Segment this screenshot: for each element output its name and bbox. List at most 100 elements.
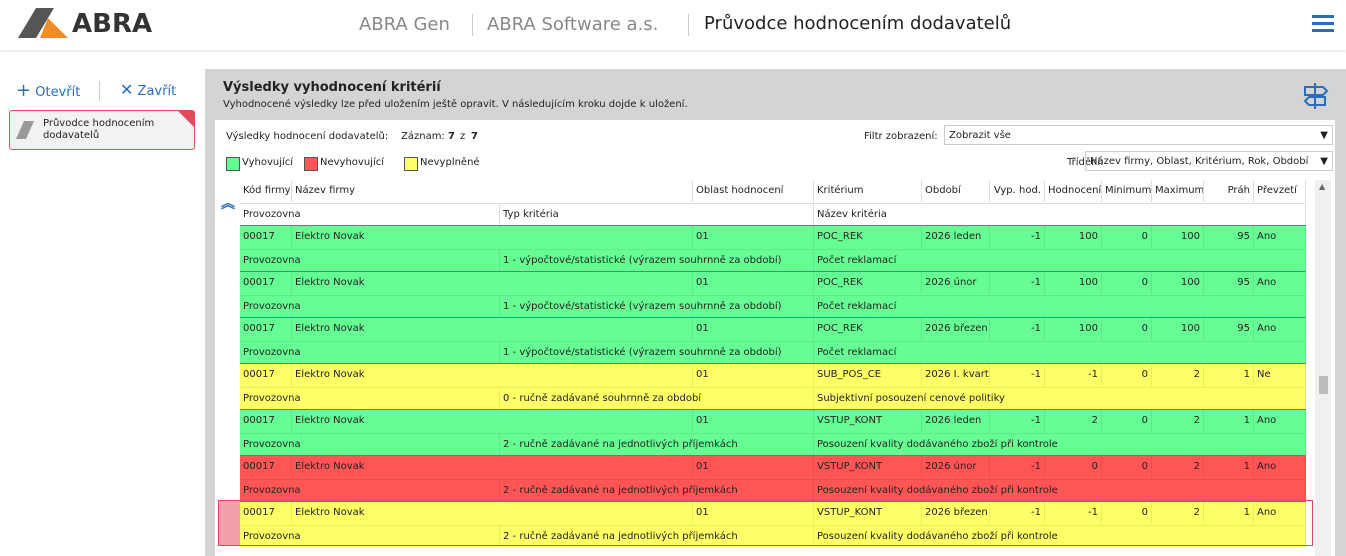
table-row[interactable] — [240, 455, 1306, 501]
table-cell: Elektro Novak — [292, 272, 693, 294]
logo-icon — [18, 8, 68, 38]
company: ABRA Software a.s. — [487, 14, 659, 35]
table-cell: 2 — [1152, 364, 1204, 386]
page-title: Průvodce hodnocením dodavatelů — [704, 13, 1012, 34]
filter-value: Zobrazit vše — [949, 130, 1011, 141]
table-cell: 00017 — [240, 226, 292, 248]
table-cell: -1 — [990, 502, 1045, 524]
table-cell: -1 — [990, 272, 1045, 294]
table-cell: Počet reklamací — [814, 295, 1306, 317]
scrollbar[interactable]: ▲ — [1315, 180, 1331, 556]
column-header[interactable]: Období — [922, 180, 990, 202]
table-cell: Počet reklamací — [814, 341, 1306, 363]
table-cell: 100 — [1152, 272, 1204, 294]
table-cell: -1 — [990, 410, 1045, 432]
column-header[interactable]: Kód firmy — [240, 180, 292, 202]
table-cell: Posouzení kvality dodávaného zboží při k… — [814, 433, 1306, 455]
table-cell: 0 — [1102, 318, 1152, 340]
table-cell: Elektro Novak — [292, 456, 693, 478]
legend-swatch — [304, 157, 318, 171]
table-cell: Ne — [1254, 364, 1306, 386]
table-cell: 01 — [693, 318, 814, 340]
filter-dropdown[interactable]: Zobrazit vše ▼ — [944, 125, 1333, 145]
column-header[interactable]: Kritérium — [814, 180, 922, 202]
table-cell: Elektro Novak — [292, 364, 693, 386]
table-cell: 0 — [1102, 226, 1152, 248]
column-header[interactable]: Maximum — [1152, 180, 1204, 202]
table-cell: Elektro Novak — [292, 410, 693, 432]
open-button[interactable]: + Otevřít — [16, 80, 81, 101]
table-row[interactable] — [240, 501, 1306, 547]
table-row[interactable] — [240, 271, 1306, 317]
table-cell: 2026 leden — [922, 410, 990, 432]
table-cell: 0 — [1102, 502, 1152, 524]
table-cell: -1 — [1045, 502, 1102, 524]
table-cell: 100 — [1045, 318, 1102, 340]
table-cell: Počet reklamací — [814, 249, 1306, 271]
table-cell: SUB_POS_CE — [814, 364, 922, 386]
table-cell: 00017 — [240, 410, 292, 432]
table-cell: Elektro Novak — [292, 226, 693, 248]
table-cell: Elektro Novak — [292, 318, 693, 340]
column-header[interactable]: Provozovna — [240, 203, 500, 225]
selection-marker — [218, 500, 240, 546]
selection-border — [218, 500, 1313, 546]
close-button[interactable]: ✕ Zavřít — [120, 80, 177, 99]
column-header[interactable]: Minimum — [1102, 180, 1152, 202]
record-current: 7 — [448, 131, 455, 142]
table-cell: 100 — [1045, 272, 1102, 294]
table-row[interactable] — [240, 225, 1306, 271]
table-cell: 2026 březen — [922, 502, 990, 524]
column-header[interactable]: Typ kritéria — [500, 203, 814, 225]
table-cell: 01 — [693, 502, 814, 524]
menu-button[interactable] — [1312, 14, 1334, 34]
column-header[interactable]: Název firmy — [292, 180, 693, 202]
table-cell: Provozovna — [240, 341, 500, 363]
table-row[interactable] — [240, 317, 1306, 363]
content: Výsledky hodnocení dodavatelů: Záznam: 7… — [215, 120, 1335, 556]
divider — [688, 14, 689, 36]
table-cell: Subjektivní posouzení cenové politiky — [814, 387, 1306, 409]
sort-value: Název firmy, Oblast, Kritérium, Rok, Obd… — [1090, 156, 1309, 167]
sort-dropdown[interactable]: Název firmy, Oblast, Kritérium, Rok, Obd… — [1085, 151, 1333, 171]
legend-label: Nevyplněné — [420, 157, 480, 168]
logo: ABRA — [72, 9, 153, 39]
table-cell: 00017 — [240, 318, 292, 340]
table-cell: Posouzení kvality dodávaného zboží při k… — [814, 525, 1306, 547]
table-cell: VSTUP_KONT — [814, 456, 922, 478]
table-cell: Ano — [1254, 456, 1306, 478]
column-header[interactable]: Převzetí — [1254, 180, 1306, 202]
column-header[interactable]: Název kritéria — [814, 203, 1306, 225]
table-cell: 1 — [1204, 410, 1254, 432]
table-cell: 2 - ručně zadávané na jednotlivých příje… — [500, 479, 814, 501]
panel-title: Výsledky vyhodnocení kritérií — [223, 80, 441, 95]
table-cell: 01 — [693, 364, 814, 386]
table-cell: Ano — [1254, 502, 1306, 524]
table-cell: 2 — [1152, 502, 1204, 524]
table-cell: 0 — [1102, 364, 1152, 386]
table-cell: 1 — [1204, 364, 1254, 386]
table-cell: 1 - výpočtové/statistické (výrazem souhr… — [500, 249, 814, 271]
column-header[interactable]: Oblast hodnocení — [693, 180, 814, 202]
table-row[interactable] — [240, 409, 1306, 455]
table-cell: 2026 únor — [922, 456, 990, 478]
legend-swatch — [226, 157, 240, 171]
table-cell: 100 — [1045, 226, 1102, 248]
close-label: Zavřít — [137, 84, 177, 99]
column-header[interactable]: Práh — [1204, 180, 1254, 202]
table-cell: POC_REK — [814, 226, 922, 248]
table-row[interactable] — [240, 363, 1306, 409]
table-cell: 00017 — [240, 272, 292, 294]
column-header[interactable]: Hodnocení — [1045, 180, 1102, 202]
table-cell: 2026 únor — [922, 272, 990, 294]
column-header[interactable]: Vyp. hod. — [990, 180, 1045, 202]
scroll-up[interactable]: ▲ — [1319, 182, 1326, 191]
tab[interactable]: Průvodce hodnocením dodavatelů — [9, 110, 195, 150]
table-cell: -1 — [1045, 364, 1102, 386]
collapse-button[interactable]: ︽ — [221, 196, 235, 212]
table-cell: 0 — [1102, 410, 1152, 432]
scroll-thumb[interactable] — [1319, 376, 1328, 394]
table-cell: 1 — [1204, 456, 1254, 478]
table-cell: 01 — [693, 272, 814, 294]
